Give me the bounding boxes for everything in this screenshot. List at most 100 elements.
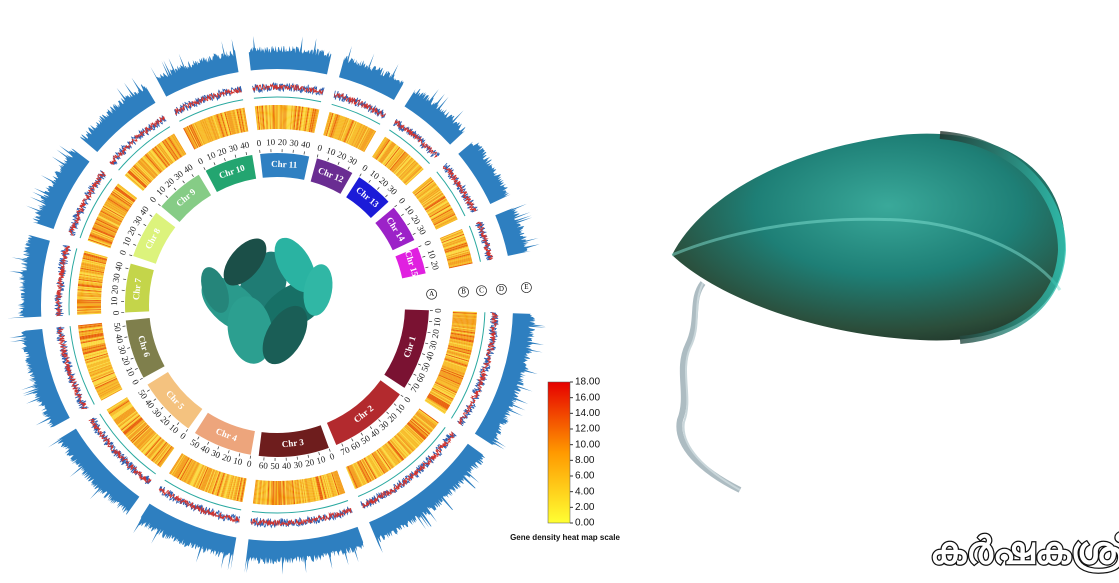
- heatmap-cell: [264, 480, 267, 505]
- heatmap-cell: [293, 105, 297, 130]
- heatmap-cell: [108, 196, 130, 211]
- heatmap-cell: [208, 116, 218, 140]
- heatmap-cell: [89, 365, 112, 375]
- heatmap-cell: [141, 156, 159, 176]
- tick-mark: [173, 187, 177, 191]
- heatmap-cell: [444, 244, 468, 253]
- heatmap-cell: [389, 151, 406, 171]
- heatmap-cell: [136, 161, 155, 180]
- tick-label: 40: [424, 350, 437, 362]
- heatmap-cell: [399, 160, 417, 179]
- heatmap-cell: [85, 354, 109, 363]
- outer-bars: [80, 77, 156, 153]
- heatmap-cell: [397, 432, 416, 451]
- heatmap-cell: [412, 176, 432, 194]
- heatmap-cell: [202, 468, 213, 492]
- heatmap-cell: [266, 480, 269, 505]
- tick-mark: [421, 353, 426, 355]
- heatmap-cell: [378, 141, 393, 162]
- tick-label: 30: [228, 142, 240, 154]
- heatmap-cell: [127, 171, 146, 189]
- heatmap-cell: [425, 398, 447, 413]
- tick-label: 30: [293, 459, 304, 470]
- heatmap-cell: [397, 158, 415, 178]
- tick-mark: [418, 363, 422, 366]
- heatmap-cell: [205, 117, 216, 141]
- heatmap-cell: [377, 140, 392, 161]
- heatmap-cell: [230, 110, 237, 134]
- heatmap-cell: [77, 305, 102, 307]
- heatmap-cell: [442, 365, 465, 375]
- heatmap-cell: [176, 456, 189, 479]
- heatmap-cell: [335, 470, 345, 494]
- heatmap-cell: [120, 414, 140, 430]
- heatmap-cell: [188, 125, 201, 148]
- heatmap-cell: [96, 218, 119, 230]
- tick-mark: [408, 383, 411, 386]
- heatmap-cell: [328, 113, 337, 137]
- heatmap-cell: [142, 156, 160, 175]
- heatmap-cell: [312, 477, 319, 501]
- heatmap-cell: [428, 203, 451, 217]
- legend-labels: 18.00 16.00 14.00 12.00 10.00 8.00 6.00 4.00 2.0…: [570, 377, 600, 529]
- heatmap-cell: [120, 414, 141, 431]
- heatmap-cell: [377, 449, 392, 470]
- heatmap-cell: [266, 105, 269, 130]
- heatmap-cell: [93, 225, 116, 236]
- heatmap-cell: [95, 220, 118, 232]
- heatmap-cell: [391, 153, 409, 173]
- heatmap-cell: [441, 366, 465, 377]
- heatmap-cell: [450, 331, 475, 336]
- heatmap-cell: [272, 480, 274, 505]
- heatmap-cell: [307, 107, 313, 132]
- heatmap-cell: [433, 385, 456, 398]
- tick-label: 30: [111, 272, 122, 283]
- heatmap-cell: [77, 306, 102, 308]
- tick-mark: [137, 233, 141, 236]
- tick-label: 60: [258, 460, 268, 471]
- tick-label: 40: [137, 204, 151, 218]
- heatmap-cell: [439, 372, 462, 383]
- heatmap-cell: [448, 344, 472, 351]
- heatmap-cell: [206, 469, 217, 493]
- heatmap-cell: [354, 462, 367, 485]
- tick-mark: [238, 453, 241, 457]
- variant-line: [56, 326, 88, 410]
- heatmap-cell: [383, 444, 399, 465]
- heatmap-cell: [429, 391, 452, 405]
- heatmap-cell: [83, 350, 108, 358]
- heatmap-cell: [448, 262, 473, 269]
- tick-mark: [351, 438, 354, 442]
- heatmap-cell: [364, 457, 378, 479]
- heatmap-cell: [372, 137, 387, 158]
- heatmap-cell: [112, 405, 134, 421]
- heatmap-cell: [78, 327, 103, 332]
- heatmap-cell: [262, 480, 265, 505]
- heatmap-cell: [415, 181, 436, 198]
- heatmap-cell: [145, 153, 163, 173]
- heatmap-cell: [432, 212, 455, 224]
- heatmap-cell: [451, 329, 476, 334]
- heatmap-cell: [178, 458, 192, 480]
- tick-label: 10: [426, 248, 438, 260]
- heatmap-cell: [201, 467, 211, 491]
- heatmap-cell: [286, 105, 289, 130]
- variant-line: [88, 418, 152, 484]
- heatmap-cell: [234, 476, 241, 501]
- heatmap-cell: [146, 438, 163, 458]
- heatmap-cell: [232, 109, 239, 134]
- heatmap-cell: [291, 480, 295, 505]
- heatmap-cell: [375, 450, 391, 471]
- baseline: [450, 312, 486, 419]
- tick-mark: [165, 195, 169, 198]
- heatmap-cell: [338, 117, 349, 141]
- heatmap-cell: [417, 410, 437, 426]
- heatmap-cell: [302, 107, 308, 132]
- heatmap-cell: [444, 356, 469, 365]
- heatmap-cell: [402, 165, 421, 183]
- legend-label: 14.00: [575, 408, 600, 419]
- heatmap-cell: [270, 480, 273, 505]
- tick-mark: [359, 173, 362, 177]
- heatmap-cell: [288, 105, 291, 130]
- heatmap-cell: [111, 191, 132, 207]
